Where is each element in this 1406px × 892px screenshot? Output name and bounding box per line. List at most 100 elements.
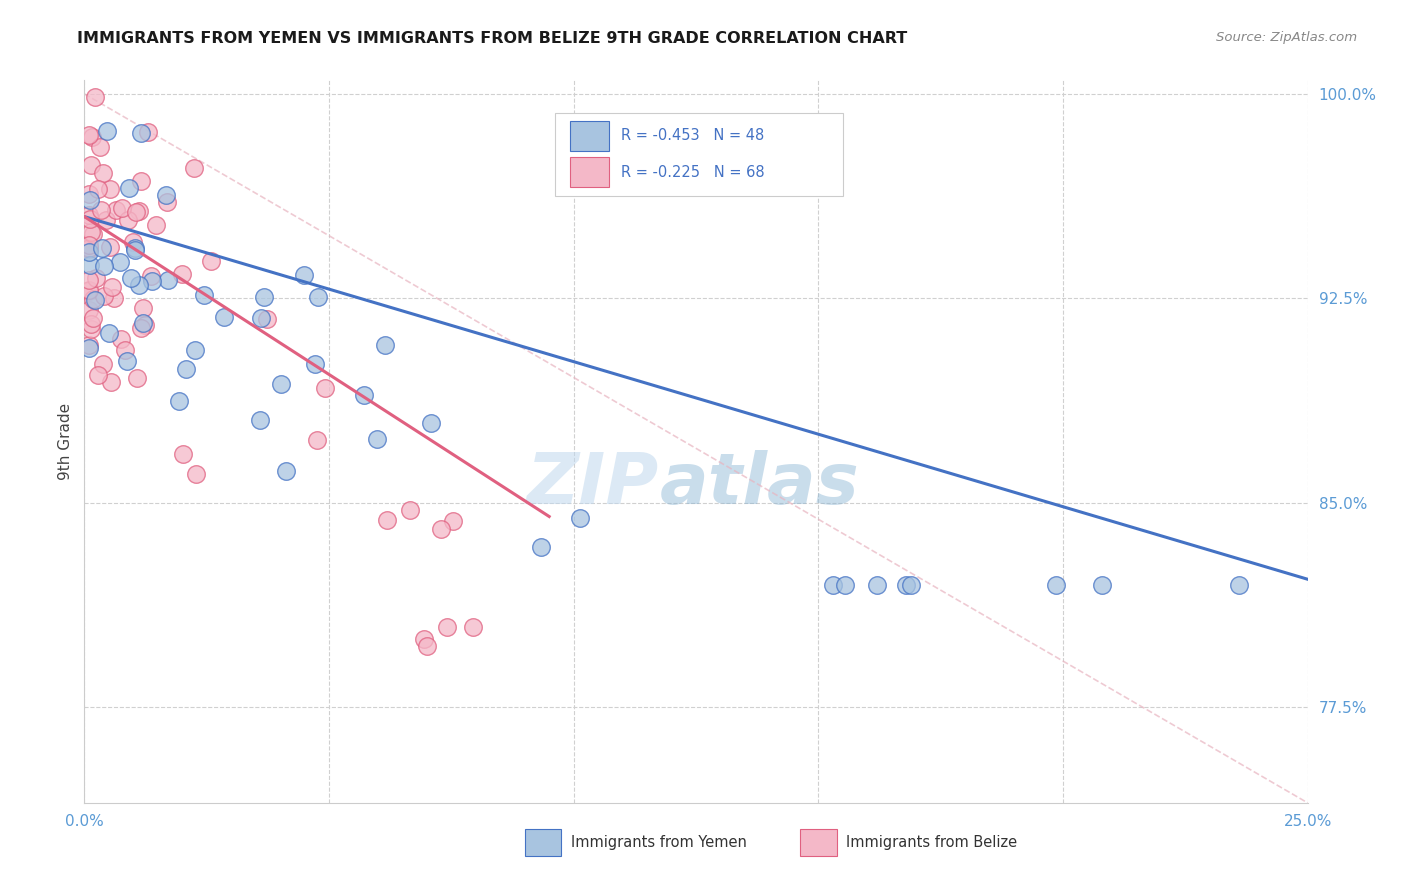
Point — [94, 213, 117, 227]
Point — [108, 254, 131, 268]
Point — [80, 225, 103, 239]
Point — [79, 193, 101, 207]
Point — [77, 338, 100, 352]
Point — [100, 240, 122, 254]
Point — [530, 541, 553, 555]
Point — [132, 316, 155, 330]
Point — [77, 128, 100, 142]
Point — [141, 274, 163, 288]
Point — [77, 283, 100, 297]
Point — [353, 387, 375, 401]
Text: IMMIGRANTS FROM YEMEN VS IMMIGRANTS FROM BELIZE 9TH GRADE CORRELATION CHART: IMMIGRANTS FROM YEMEN VS IMMIGRANTS FROM… — [77, 31, 908, 46]
Text: Immigrants from Yemen: Immigrants from Yemen — [571, 835, 747, 850]
Point — [93, 289, 115, 303]
Point — [172, 447, 194, 461]
Point — [128, 277, 150, 292]
Point — [87, 368, 110, 383]
Point — [249, 311, 271, 326]
Point — [256, 312, 278, 326]
Point — [377, 513, 399, 527]
Point — [80, 129, 103, 144]
Point — [79, 318, 101, 332]
Point — [91, 241, 114, 255]
Point — [139, 269, 162, 284]
Point — [399, 503, 422, 517]
Point — [1090, 577, 1112, 591]
Bar — [569, 120, 609, 151]
Point — [90, 203, 112, 218]
Point — [124, 241, 146, 255]
Text: atlas: atlas — [659, 450, 859, 519]
Point — [461, 620, 484, 634]
Point — [155, 195, 177, 210]
Point — [274, 464, 297, 478]
Point — [253, 290, 276, 304]
Point — [103, 292, 125, 306]
Point — [270, 376, 292, 391]
Point — [441, 514, 464, 528]
Point — [77, 303, 100, 318]
Point — [212, 310, 235, 325]
Bar — [800, 829, 837, 856]
Point — [110, 332, 132, 346]
Point — [183, 161, 205, 175]
Point — [114, 343, 136, 357]
Text: ZIP: ZIP — [527, 450, 659, 519]
Point — [77, 242, 100, 256]
Point — [87, 182, 110, 196]
Point — [115, 354, 138, 368]
Point — [866, 577, 889, 591]
FancyBboxPatch shape — [555, 112, 842, 196]
Point — [894, 577, 917, 591]
Point — [96, 124, 118, 138]
Point — [77, 341, 100, 355]
Point — [136, 125, 159, 139]
Point — [132, 301, 155, 316]
Point — [79, 238, 101, 252]
Point — [98, 326, 121, 340]
Point — [420, 416, 443, 430]
Point — [79, 158, 101, 172]
Point — [304, 357, 326, 371]
Point — [98, 181, 121, 195]
Point — [120, 271, 142, 285]
Point — [84, 89, 107, 103]
Point — [436, 620, 458, 634]
Y-axis label: 9th Grade: 9th Grade — [58, 403, 73, 480]
Point — [79, 245, 101, 260]
Point — [129, 127, 152, 141]
Point — [79, 212, 101, 227]
Point — [80, 322, 103, 336]
Point — [79, 259, 101, 273]
Point — [170, 267, 193, 281]
Point — [294, 268, 316, 283]
Point — [129, 174, 152, 188]
Point — [167, 394, 190, 409]
Point — [374, 338, 396, 352]
Point — [77, 273, 100, 287]
Point — [314, 381, 336, 395]
Point — [415, 639, 437, 653]
Text: R = -0.225   N = 68: R = -0.225 N = 68 — [621, 164, 765, 179]
Point — [821, 577, 844, 591]
Point — [1045, 577, 1067, 591]
Point — [83, 293, 105, 308]
Point — [249, 412, 271, 426]
Point — [125, 371, 148, 385]
Point — [84, 270, 107, 285]
Point — [77, 208, 100, 222]
Point — [93, 259, 115, 273]
Point — [193, 288, 215, 302]
Point — [117, 213, 139, 227]
Point — [834, 577, 856, 591]
Point — [186, 467, 208, 481]
Point — [307, 289, 329, 303]
Point — [82, 292, 104, 306]
Point — [366, 432, 388, 446]
Point — [77, 186, 100, 201]
Point — [145, 218, 167, 232]
Point — [1227, 577, 1250, 591]
Point — [100, 375, 122, 389]
Point — [307, 433, 329, 447]
Point — [117, 181, 139, 195]
